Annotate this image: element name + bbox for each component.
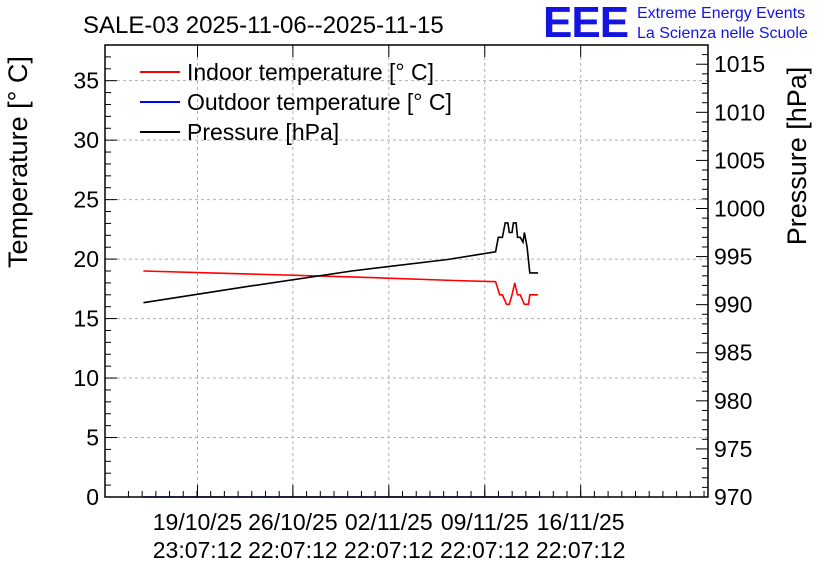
- y-right-tick-label: 985: [714, 340, 752, 366]
- axis-ticks: [105, 44, 708, 498]
- series-layer: [143, 222, 539, 498]
- logo-line-2: La Scienza nelle Scuole: [637, 25, 808, 42]
- y-right-tick-label: 1000: [714, 195, 765, 221]
- y-right-tick-label: 1005: [714, 147, 765, 173]
- x-tick-date: 26/10/25: [248, 509, 338, 535]
- y-right-tick-label: 980: [714, 388, 752, 414]
- x-tick-date: 09/11/25: [441, 509, 529, 535]
- legend: Indoor temperature [° C] Outdoor temperat…: [140, 59, 452, 145]
- y-left-tick-label: 10: [73, 365, 99, 391]
- y-right-tick-label: 1010: [714, 99, 765, 125]
- y-right-tick-label: 995: [714, 244, 752, 270]
- y-left-tick-label: 20: [73, 246, 99, 272]
- x-tick-time: 22:07:12: [248, 537, 338, 563]
- y-left-tick-label: 0: [86, 484, 99, 510]
- legend-label-2: Pressure [hPa]: [187, 119, 339, 145]
- logo-line-1: Extreme Energy Events: [637, 5, 806, 22]
- x-tick-time: 23:07:12: [153, 537, 243, 563]
- x-tick-time: 22:07:12: [536, 537, 626, 563]
- series-line-2: [143, 222, 539, 304]
- eee-logo: EEE: [543, 0, 629, 47]
- y-right-tick-label: 975: [714, 436, 752, 462]
- x-tick-date: 19/10/25: [153, 509, 243, 535]
- y-left-tick-label: 25: [73, 187, 99, 213]
- tick-labels: 0510152025303597097598098599099510001005…: [73, 51, 765, 563]
- y-left-tick-label: 30: [73, 127, 99, 153]
- y-right-axis-label: Pressure [hPa]: [782, 67, 812, 246]
- x-tick-time: 22:07:12: [344, 537, 434, 563]
- x-tick-time: 22:07:12: [440, 537, 530, 563]
- x-tick-date: 02/11/25: [345, 509, 433, 535]
- y-left-tick-label: 15: [73, 306, 99, 332]
- y-right-tick-label: 990: [714, 292, 752, 318]
- chart-title: SALE-03 2025-11-06--2025-11-15: [83, 12, 444, 39]
- grid-lines: [105, 45, 708, 497]
- x-tick-date: 16/11/25: [537, 509, 625, 535]
- y-left-axis-label: Temperature [° C]: [3, 56, 33, 268]
- y-left-tick-label: 35: [73, 68, 99, 94]
- legend-label-0: Indoor temperature [° C]: [187, 59, 434, 85]
- series-line-0: [143, 270, 539, 306]
- legend-label-1: Outdoor temperature [° C]: [187, 89, 452, 115]
- y-left-tick-label: 5: [86, 425, 99, 451]
- y-right-tick-label: 970: [714, 484, 752, 510]
- y-right-tick-label: 1015: [714, 51, 765, 77]
